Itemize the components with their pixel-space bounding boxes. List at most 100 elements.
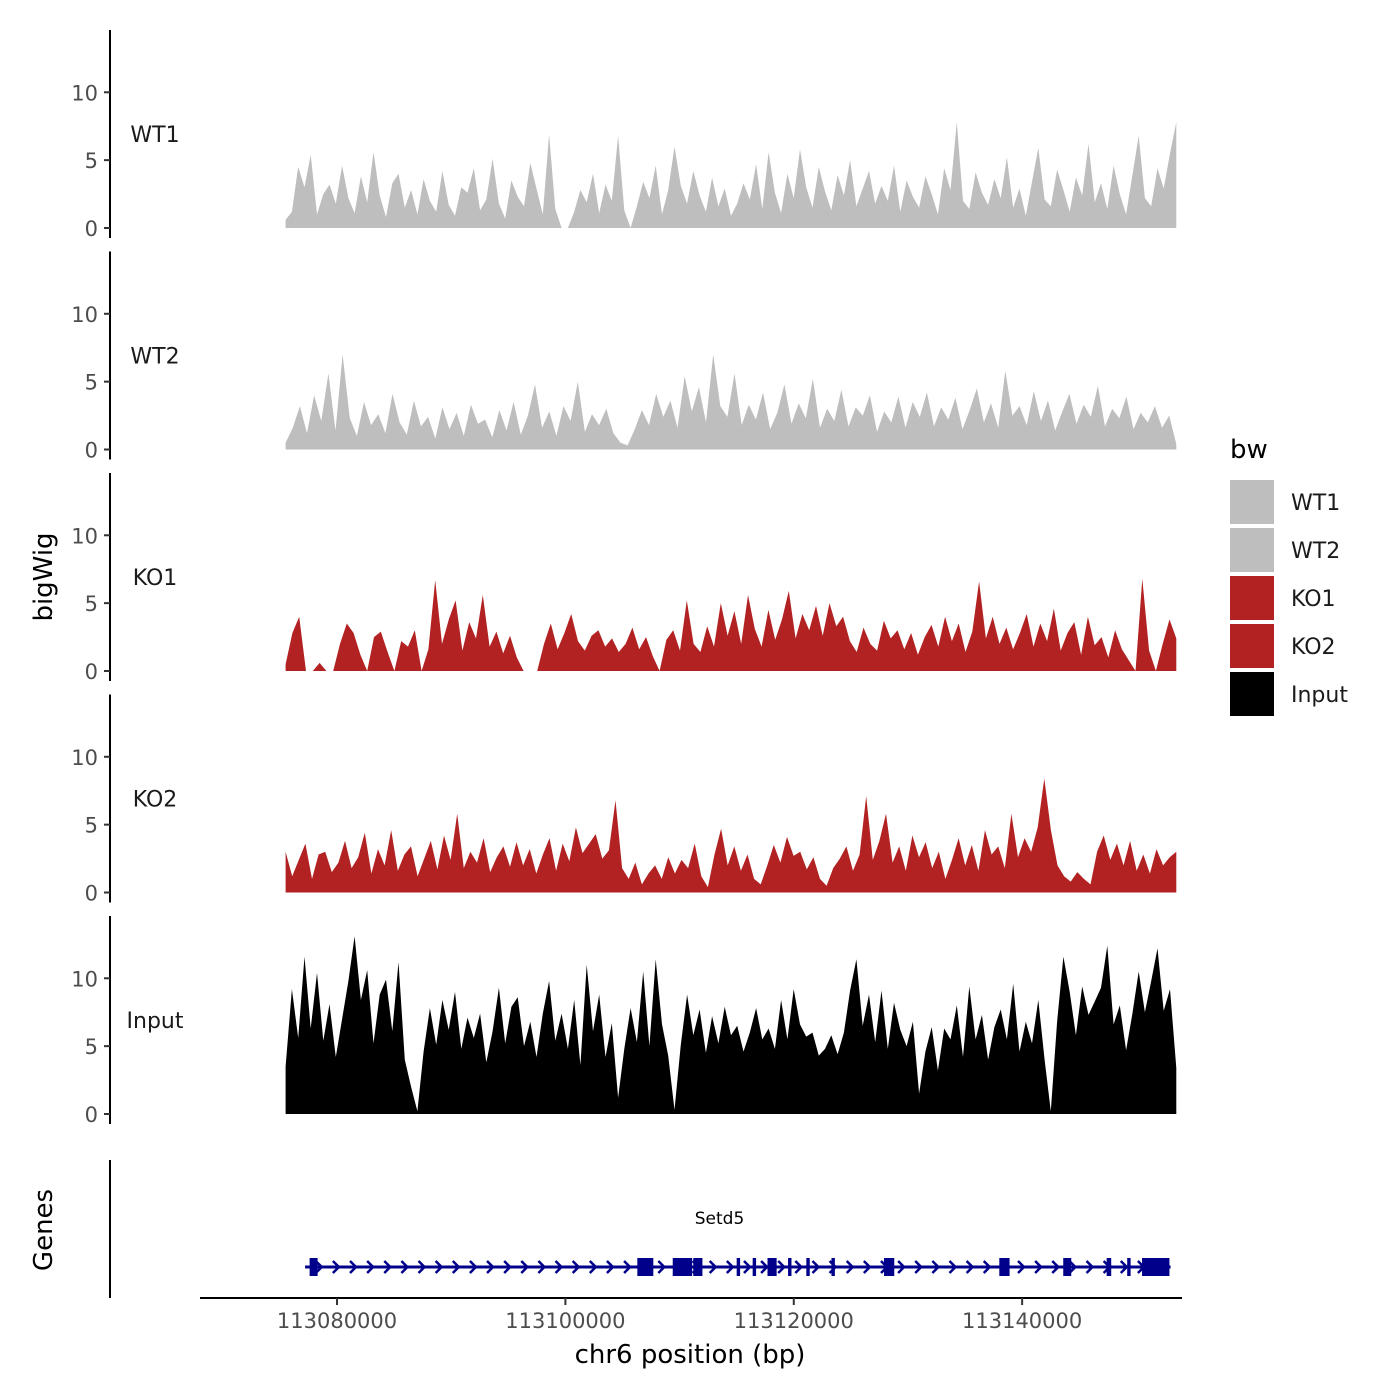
strand-arrow-icon [965, 1260, 975, 1274]
strand-arrow-icon [760, 1260, 769, 1274]
strand-arrow-icon [331, 1260, 341, 1274]
strand-arrow-icon [982, 1260, 992, 1274]
strand-arrow-icon [434, 1260, 444, 1274]
x-tick-label: 113120000 [734, 1309, 854, 1333]
coverage-area-ko2 [285, 778, 1177, 893]
gene-exon [693, 1258, 703, 1276]
y-tick-label: 5 [85, 371, 98, 395]
strand-arrow-icon [623, 1260, 632, 1274]
legend-swatch [1230, 480, 1274, 524]
track-input: 0 5 10 Input [71, 916, 1177, 1127]
legend-label: WT1 [1291, 491, 1340, 516]
x-tick-label: 113100000 [505, 1309, 625, 1333]
legend-item-ko1: KO1 [1230, 576, 1336, 620]
legend-swatch [1230, 672, 1274, 716]
gene-exon [883, 1258, 895, 1276]
gene-exon [1142, 1258, 1170, 1276]
strand-arrow-icon [1034, 1260, 1043, 1274]
coverage-area-wt2 [285, 354, 1177, 450]
strand-arrow-icon [314, 1260, 324, 1274]
y-tick-label: 10 [71, 303, 98, 327]
track-ko2: 0 5 10 KO2 [71, 694, 1177, 906]
legend-item-wt2: WT2 [1230, 528, 1340, 572]
strand-arrow-icon [931, 1260, 941, 1274]
track-label: KO2 [133, 788, 178, 813]
legend: bw WT1 WT2 KO1 KO2 Input [1230, 435, 1348, 716]
y-tick-label: 10 [71, 967, 98, 991]
y-tick-label: 5 [85, 1035, 98, 1059]
gene-label: Setd5 [695, 1209, 745, 1229]
strand-arrow-icon [657, 1260, 667, 1274]
y-tick-label: 10 [71, 746, 98, 770]
strand-arrow-icon [1085, 1260, 1095, 1274]
y-axis-title: bigWig [29, 532, 59, 621]
strand-arrow-icon [1051, 1260, 1061, 1274]
y-tick-label: 10 [71, 81, 98, 105]
y-tick-label: 5 [85, 149, 98, 173]
track-wt2: 0 5 10 WT2 [71, 251, 1177, 463]
strand-arrow-icon [811, 1260, 821, 1274]
strand-arrow-icon [725, 1260, 735, 1274]
strand-arrow-icon [520, 1260, 530, 1274]
track-label: Input [127, 1009, 184, 1034]
bigwig-tracks: 0 5 10 WT1 0 5 10 WT2 0 5 10 KO1 0 5 10 KO2 0 5 10 Input [71, 30, 1177, 1127]
strand-arrow-icon [366, 1260, 375, 1274]
gene-exon [637, 1258, 654, 1276]
strand-arrow-icon [1068, 1260, 1078, 1274]
legend-item-input: Input [1230, 672, 1348, 716]
strand-arrow-icon [469, 1260, 478, 1274]
coverage-area-ko1 [285, 578, 1177, 671]
legend-title: bw [1230, 435, 1268, 465]
y-tick-label: 5 [85, 814, 98, 838]
y-tick-label: 5 [85, 592, 98, 616]
gene-exon [831, 1258, 835, 1276]
legend-label: WT2 [1291, 539, 1340, 564]
gene-exon [999, 1258, 1010, 1276]
strand-arrow-icon [862, 1260, 872, 1274]
strand-arrow-icon [914, 1260, 923, 1274]
y-tick-label: 0 [85, 217, 98, 241]
track-ko1: 0 5 10 KO1 [71, 473, 1177, 684]
strand-arrow-icon [349, 1260, 358, 1274]
strand-arrow-icon [794, 1260, 804, 1274]
strand-arrow-icon [400, 1260, 410, 1274]
legend-label: KO1 [1291, 587, 1336, 612]
x-axis-title: chr6 position (bp) [575, 1340, 806, 1370]
strand-arrow-icon [1119, 1260, 1129, 1274]
gene-exon [752, 1258, 757, 1276]
x-tick-label: 113140000 [962, 1309, 1082, 1333]
strand-arrow-icon [383, 1260, 393, 1274]
legend-item-ko2: KO2 [1230, 624, 1336, 668]
legend-label: KO2 [1291, 635, 1336, 660]
y-tick-label: 0 [85, 1103, 98, 1127]
legend-label: Input [1291, 683, 1348, 708]
strand-arrow-icon [743, 1260, 752, 1274]
gene-exon [309, 1258, 318, 1276]
track-label: WT2 [130, 345, 179, 370]
strand-arrow-icon [571, 1260, 581, 1274]
legend-swatch [1230, 624, 1274, 668]
legend-swatch [1230, 576, 1274, 620]
y-tick-label: 0 [85, 660, 98, 684]
strand-arrow-icon [606, 1260, 615, 1274]
gene-track-title: Genes [29, 1189, 59, 1271]
coverage-area-input [285, 936, 1177, 1114]
strand-arrow-icon [845, 1260, 855, 1274]
strand-arrow-icon [486, 1260, 495, 1274]
y-tick-label: 0 [85, 882, 98, 906]
strand-arrow-icon [537, 1260, 547, 1274]
y-tick-label: 0 [85, 439, 98, 463]
y-tick-label: 10 [71, 524, 98, 548]
strand-arrow-icon [503, 1260, 512, 1274]
strand-arrow-icon [588, 1260, 598, 1274]
gene-exon [1063, 1258, 1072, 1276]
gene-exon [1106, 1258, 1112, 1276]
strand-arrow-icon [948, 1260, 958, 1274]
legend-swatch [1230, 528, 1274, 572]
gene-exon [672, 1258, 693, 1276]
track-wt1: 0 5 10 WT1 [71, 30, 1177, 241]
gene-exon [736, 1258, 741, 1276]
x-axis: 113080000 113100000 113120000 113140000 [200, 1297, 1182, 1333]
track-label: KO1 [133, 566, 178, 591]
